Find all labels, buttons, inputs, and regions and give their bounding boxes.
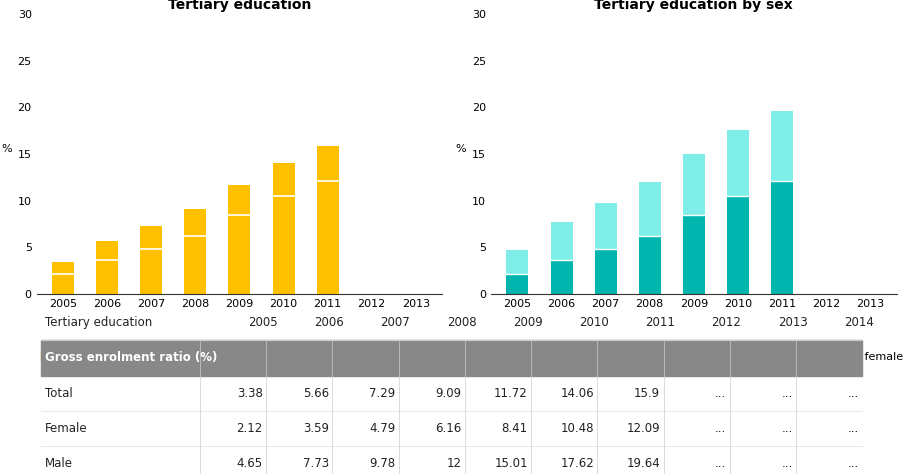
Bar (52, 274, 74, 294)
Legend: Gross enrolment ratio: Gross enrolment ratio (37, 347, 199, 366)
Text: ...: ... (847, 387, 859, 400)
Text: 5.66: 5.66 (303, 387, 329, 400)
Text: 7.73: 7.73 (303, 457, 329, 470)
Text: 2013: 2013 (778, 316, 808, 329)
Bar (551, 260, 573, 294)
Bar (96, 241, 118, 260)
Bar (771, 181, 793, 294)
Bar (727, 196, 749, 294)
Bar (595, 249, 617, 294)
Text: 15.01: 15.01 (494, 457, 528, 470)
Bar (506, 250, 529, 294)
Text: 3.59: 3.59 (303, 422, 329, 435)
Text: 9.09: 9.09 (436, 387, 461, 400)
Text: Gross enrolment ratio (%): Gross enrolment ratio (%) (45, 351, 218, 365)
Text: 12.09: 12.09 (627, 422, 660, 435)
Bar (229, 184, 251, 215)
Bar (41, 340, 200, 375)
Bar (96, 260, 118, 294)
Text: 3.38: 3.38 (237, 387, 263, 400)
Text: ...: ... (847, 422, 859, 435)
Bar (317, 146, 339, 181)
Bar (796, 340, 862, 375)
Text: 2006: 2006 (314, 316, 344, 329)
Text: 2014: 2014 (844, 316, 874, 329)
Bar (140, 249, 162, 294)
Text: 17.62: 17.62 (560, 457, 594, 470)
Bar (140, 226, 162, 249)
Text: 2011: 2011 (645, 316, 675, 329)
Bar (399, 340, 465, 375)
Bar (273, 163, 295, 196)
Text: 8.41: 8.41 (501, 422, 528, 435)
Bar (332, 340, 399, 375)
Bar (663, 340, 730, 375)
Bar (200, 340, 266, 375)
Bar (506, 274, 529, 294)
Text: ...: ... (716, 387, 727, 400)
Bar (727, 129, 749, 294)
Bar (317, 181, 339, 294)
Legend: Gross enrolment ratio, male, Gross enrolment ratio, female: Gross enrolment ratio, male, Gross enrol… (491, 347, 908, 366)
Text: 4.79: 4.79 (369, 422, 395, 435)
Bar (266, 340, 332, 375)
Text: 2007: 2007 (381, 316, 410, 329)
Text: ...: ... (847, 457, 859, 470)
Text: 7.29: 7.29 (369, 387, 395, 400)
Title: Tertiary education: Tertiary education (167, 0, 311, 12)
Bar (229, 215, 251, 294)
Text: 2012: 2012 (712, 316, 741, 329)
Title: Tertiary education by sex: Tertiary education by sex (595, 0, 793, 12)
Bar (184, 209, 207, 237)
Bar (639, 182, 661, 294)
Bar (771, 111, 793, 294)
Text: Total: Total (45, 387, 73, 400)
Text: 6.16: 6.16 (436, 422, 461, 435)
Text: 10.48: 10.48 (561, 422, 594, 435)
Text: ...: ... (781, 422, 792, 435)
Text: 2.12: 2.12 (237, 422, 263, 435)
Y-axis label: %: % (456, 144, 467, 154)
Bar (184, 237, 207, 294)
Bar (531, 340, 597, 375)
Bar (639, 237, 661, 294)
Text: 9.78: 9.78 (369, 457, 395, 470)
Text: 14.06: 14.06 (560, 387, 594, 400)
Text: 12: 12 (447, 457, 461, 470)
Bar (597, 340, 663, 375)
Text: 4.65: 4.65 (237, 457, 263, 470)
Bar (683, 215, 705, 294)
Bar (683, 154, 705, 294)
Text: ...: ... (781, 387, 792, 400)
Text: ...: ... (716, 422, 727, 435)
Bar (551, 222, 573, 294)
Text: 2010: 2010 (579, 316, 608, 329)
Bar (595, 202, 617, 294)
Text: Female: Female (45, 422, 88, 435)
Bar (52, 262, 74, 274)
Bar (730, 340, 796, 375)
Bar (465, 340, 531, 375)
Text: Tertiary education: Tertiary education (45, 316, 153, 329)
Text: 19.64: 19.64 (627, 457, 660, 470)
Text: 2009: 2009 (512, 316, 543, 329)
Text: ...: ... (781, 457, 792, 470)
Text: 11.72: 11.72 (494, 387, 528, 400)
Text: 15.9: 15.9 (634, 387, 660, 400)
Bar (273, 196, 295, 294)
Text: Male: Male (45, 457, 73, 470)
Text: 2008: 2008 (447, 316, 477, 329)
Text: ...: ... (716, 457, 727, 470)
Y-axis label: %: % (1, 144, 12, 154)
Text: 2005: 2005 (248, 316, 277, 329)
